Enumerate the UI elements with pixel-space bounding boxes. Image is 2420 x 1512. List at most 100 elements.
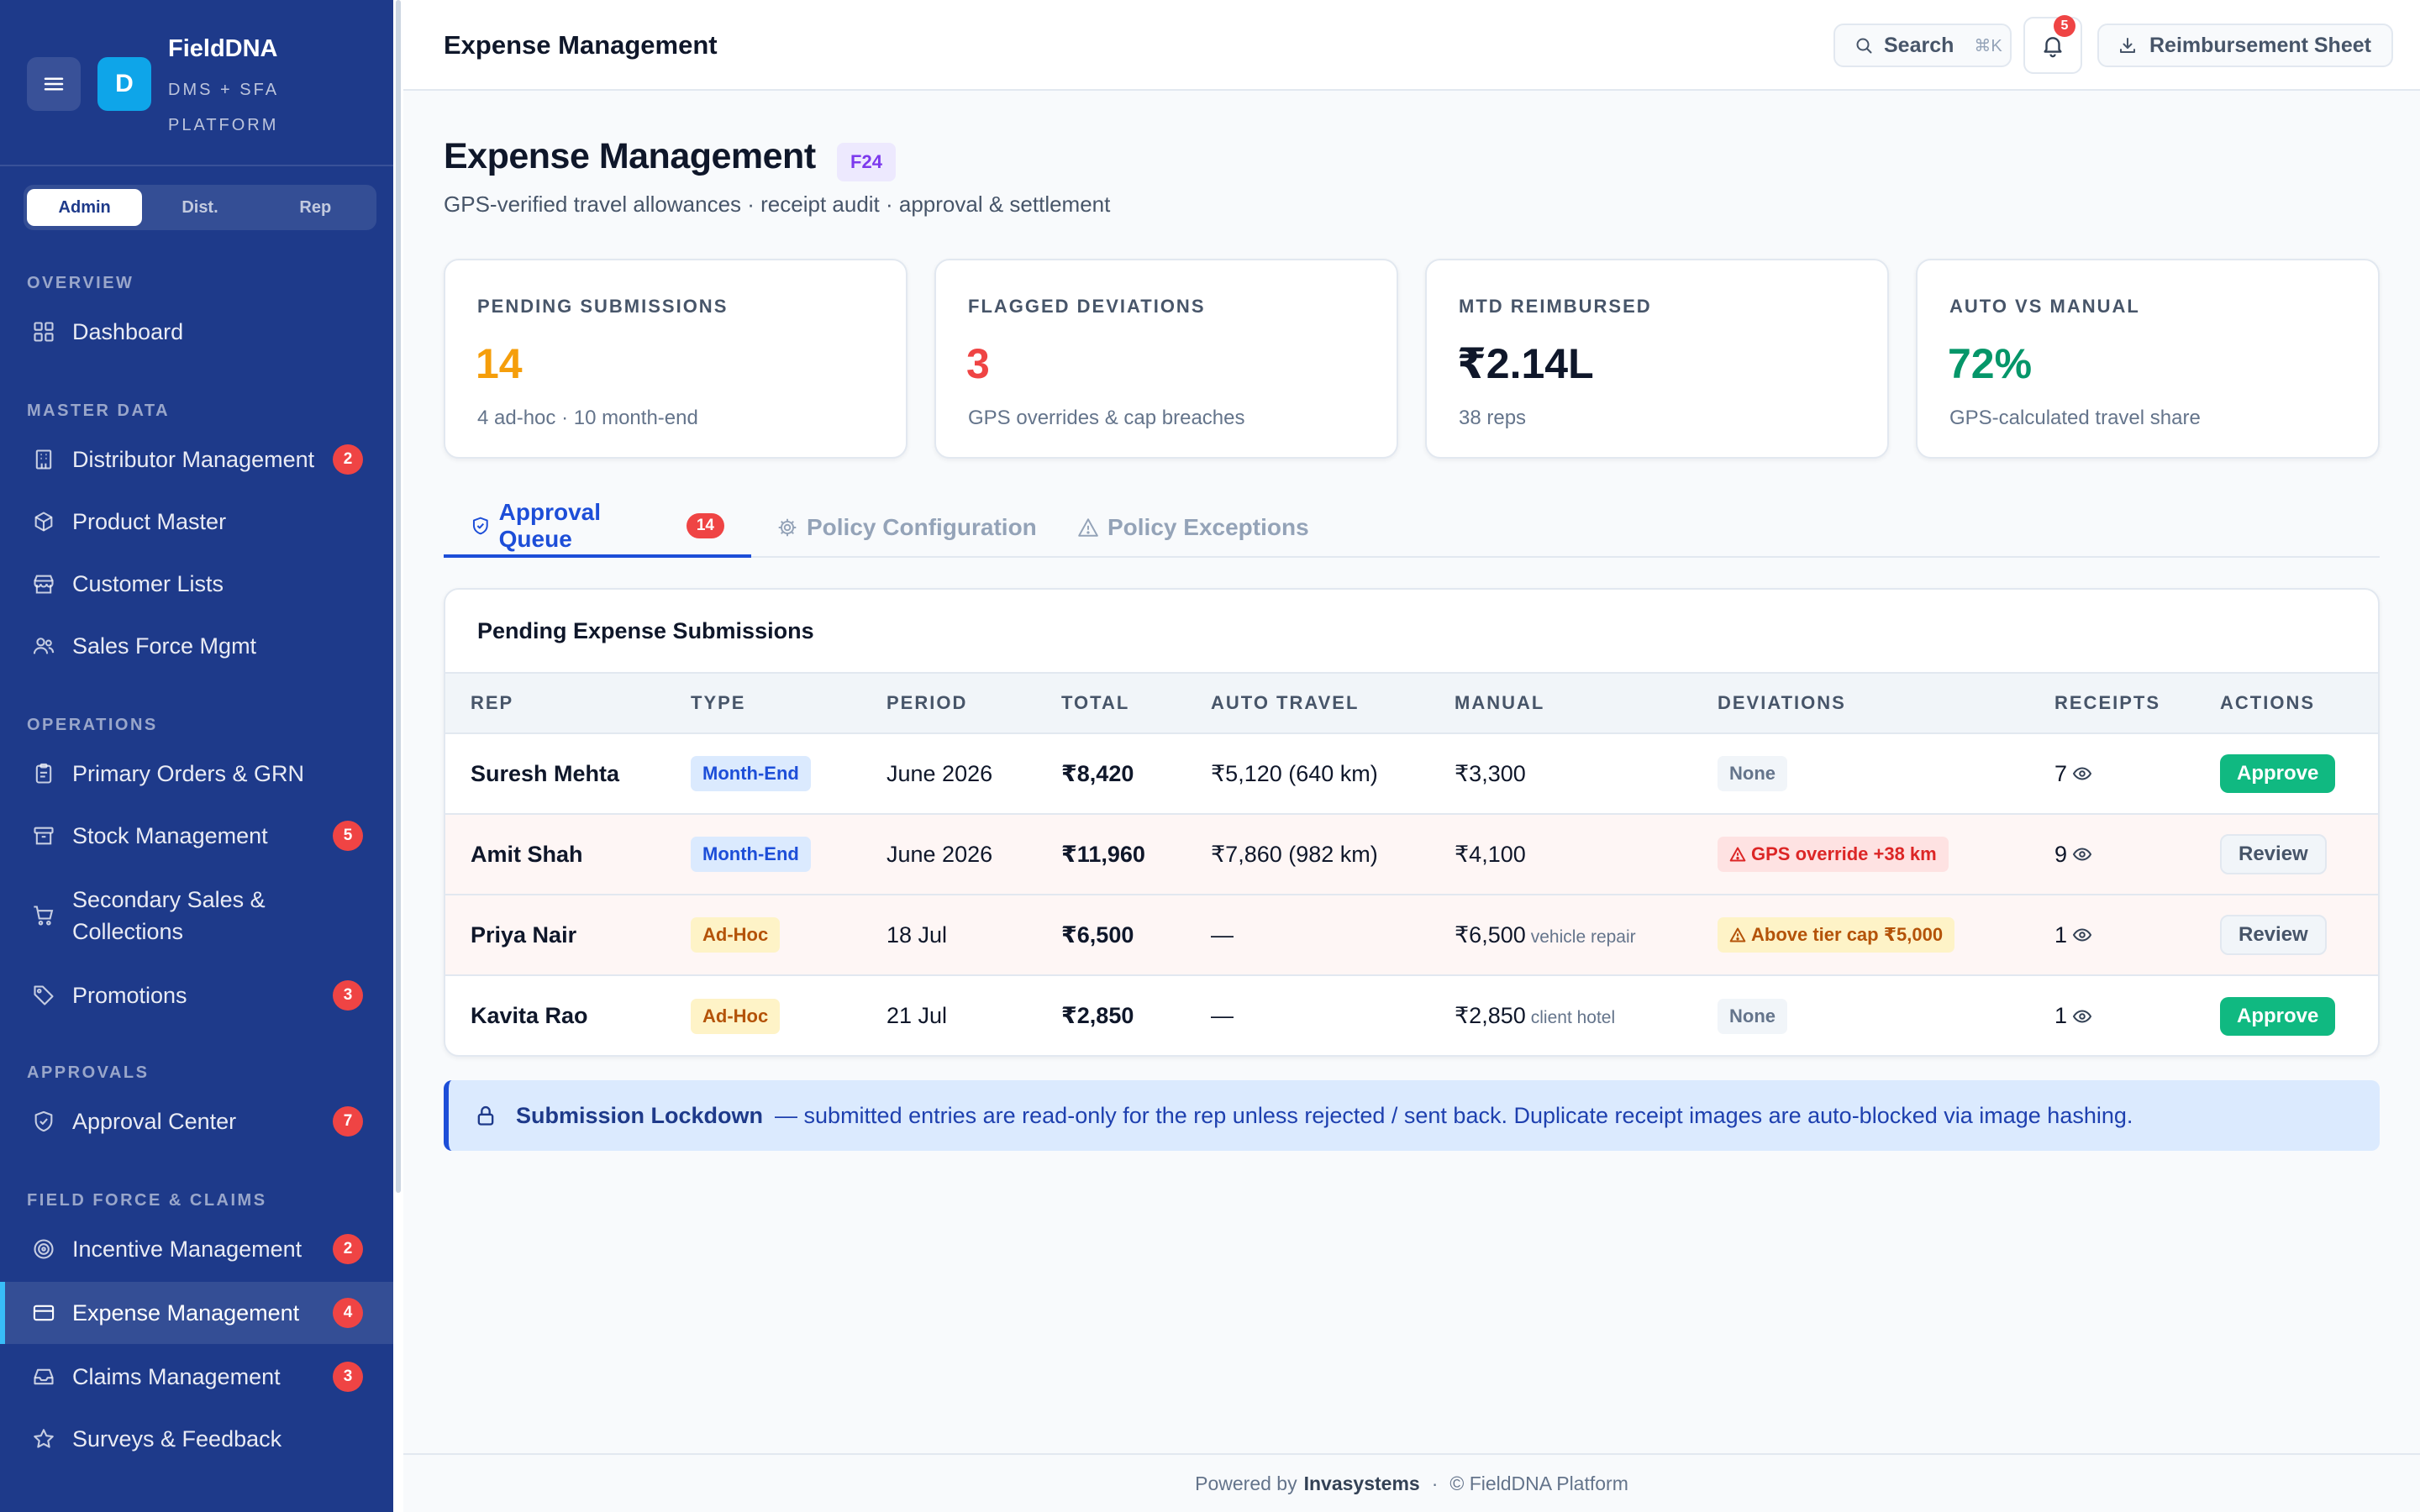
receipts-link[interactable]: 7 bbox=[2054, 761, 2092, 787]
sidebar-item-product-master[interactable]: Product Master bbox=[0, 491, 393, 553]
receipts-link[interactable]: 1 bbox=[2054, 922, 2092, 948]
scrollbar-thumb[interactable] bbox=[396, 0, 401, 1193]
rep-name: Suresh Mehta bbox=[445, 733, 666, 815]
brand-name: FieldDNA bbox=[168, 35, 278, 62]
target-icon bbox=[30, 1236, 57, 1263]
manual-note: vehicle repair bbox=[1530, 927, 1636, 947]
sidebar-item-customer-lists[interactable]: Customer Lists bbox=[0, 553, 393, 615]
eye-icon bbox=[2072, 928, 2092, 942]
page-subtitle: GPS-verified travel allowances · receipt… bbox=[444, 192, 1111, 217]
column-header: AUTO TRAVEL bbox=[1186, 672, 1429, 734]
kpi-label: FLAGGED DEVIATIONS bbox=[968, 296, 1206, 317]
table-row[interactable]: Priya Nair Ad-Hoc 18 Jul ₹6,500 — ₹6,500… bbox=[445, 895, 2378, 976]
sidebar-item-label: Primary Orders & GRN bbox=[72, 761, 305, 786]
rep-name: Amit Shah bbox=[445, 814, 666, 895]
sidebar-item-promotions[interactable]: Promotions 3 bbox=[0, 964, 393, 1026]
nav-section-master-data: MASTER DATA bbox=[27, 402, 171, 420]
feature-code-badge: F24 bbox=[837, 143, 896, 181]
reimbursement-label: Reimbursement Sheet bbox=[2149, 33, 2371, 57]
type-badge: Month-End bbox=[691, 756, 811, 791]
sidebar-item-stock-management[interactable]: Stock Management 5 bbox=[0, 805, 393, 867]
column-header: TYPE bbox=[666, 672, 861, 734]
deviation-badge: Above tier cap ₹5,000 bbox=[1718, 917, 1955, 953]
deviation-cell: None bbox=[1692, 975, 2029, 1055]
total-cell: ₹6,500 bbox=[1036, 895, 1186, 976]
auto-travel-cell: — bbox=[1211, 1003, 1234, 1028]
period-cell: June 2026 bbox=[861, 814, 1036, 895]
notifications-button[interactable]: 5 bbox=[2023, 15, 2082, 74]
tab-approval-queue[interactable]: Approval Queue 14 bbox=[444, 497, 751, 558]
reimbursement-sheet-button[interactable]: Reimbursement Sheet bbox=[2097, 24, 2393, 67]
notification-count-badge: 5 bbox=[2054, 15, 2075, 37]
sidebar-item-label: Stock Management bbox=[72, 823, 268, 848]
sidebar-item-label: Dashboard bbox=[72, 319, 184, 344]
column-header: PERIOD bbox=[861, 672, 1036, 734]
type-cell: Month-End bbox=[666, 733, 861, 815]
footer-company: Invasystems bbox=[1303, 1472, 1420, 1494]
approve-button[interactable]: Approve bbox=[2220, 996, 2336, 1036]
receipt-count: 9 bbox=[2054, 841, 2068, 867]
table-row[interactable]: Kavita Rao Ad-Hoc 21 Jul ₹2,850 — ₹2,850… bbox=[445, 975, 2378, 1055]
page-title: Expense Management bbox=[444, 136, 816, 176]
count-badge: 3 bbox=[333, 980, 363, 1011]
sidebar-item-dashboard[interactable]: Dashboard bbox=[0, 301, 393, 363]
search-button[interactable]: Search ⌘K bbox=[1833, 24, 2012, 67]
tab-policy-exceptions[interactable]: Policy Exceptions bbox=[1077, 497, 1309, 558]
search-label: Search bbox=[1884, 33, 1954, 57]
count-badge: 3 bbox=[333, 1362, 363, 1392]
eye-icon bbox=[2072, 1009, 2092, 1023]
sidebar-item-incentive-management[interactable]: Incentive Management 2 bbox=[0, 1218, 393, 1280]
menu-toggle-button[interactable] bbox=[27, 57, 81, 111]
eye-icon bbox=[2072, 767, 2092, 780]
building-icon bbox=[30, 446, 57, 473]
sidebar-item-primary-orders[interactable]: Primary Orders & GRN bbox=[0, 743, 393, 805]
users-icon bbox=[30, 633, 57, 659]
kpi-subtext: GPS overrides & cap breaches bbox=[968, 407, 1245, 429]
period-cell: 18 Jul bbox=[861, 895, 1036, 976]
review-button[interactable]: Review bbox=[2220, 915, 2327, 955]
table-row[interactable]: Amit Shah Month-End June 2026 ₹11,960 ₹7… bbox=[445, 814, 2378, 895]
topbar-title: Expense Management bbox=[444, 30, 718, 60]
role-rep-button[interactable]: Rep bbox=[299, 197, 332, 217]
sidebar-item-secondary-sales[interactable]: Secondary Sales & Collections bbox=[0, 869, 393, 963]
credit-card-icon bbox=[30, 1299, 57, 1326]
clipboard-icon bbox=[30, 760, 57, 787]
sidebar-item-sales-force[interactable]: Sales Force Mgmt bbox=[0, 615, 393, 677]
search-shortcut: ⌘K bbox=[1974, 36, 2002, 55]
sidebar-item-approval-center[interactable]: Approval Center 7 bbox=[0, 1090, 393, 1152]
kpi-label: MTD REIMBURSED bbox=[1459, 296, 1652, 317]
table-row[interactable]: Suresh Mehta Month-End June 2026 ₹8,420 … bbox=[445, 733, 2378, 815]
sidebar-item-claims-management[interactable]: Claims Management 3 bbox=[0, 1346, 393, 1408]
hamburger-icon bbox=[44, 77, 64, 91]
tab-policy-configuration[interactable]: Policy Configuration bbox=[776, 497, 1037, 558]
approve-button[interactable]: Approve bbox=[2220, 754, 2336, 793]
role-admin-button[interactable]: Admin bbox=[27, 189, 143, 226]
footer-copyright: © FieldDNA Platform bbox=[1449, 1472, 1628, 1494]
sidebar-scrollbar[interactable] bbox=[393, 0, 403, 1512]
sidebar-item-label: Expense Management bbox=[72, 1300, 300, 1326]
deviation-cell: Above tier cap ₹5,000 bbox=[1692, 895, 2029, 976]
sidebar-item-label: Distributor Management bbox=[72, 447, 315, 472]
receipts-link[interactable]: 1 bbox=[2054, 1003, 2092, 1029]
type-badge: Ad-Hoc bbox=[691, 917, 781, 953]
card-title: Pending Expense Submissions bbox=[477, 618, 814, 643]
sidebar-item-expense-management[interactable]: Expense Management 4 bbox=[0, 1282, 393, 1344]
column-header: RECEIPTS bbox=[2029, 672, 2195, 734]
total-cell: ₹2,850 bbox=[1061, 1003, 1134, 1028]
role-distributor-button[interactable]: Dist. bbox=[182, 197, 218, 217]
nav-section-operations: OPERATIONS bbox=[27, 716, 158, 734]
manual-cell: ₹6,500 vehicle repair bbox=[1429, 895, 1692, 976]
review-button[interactable]: Review bbox=[2220, 834, 2327, 874]
type-cell: Month-End bbox=[666, 814, 861, 895]
receipts-link[interactable]: 9 bbox=[2054, 842, 2092, 868]
sidebar-item-surveys-feedback[interactable]: Surveys & Feedback bbox=[0, 1408, 393, 1470]
type-cell: Ad-Hoc bbox=[666, 975, 861, 1055]
manual-cell: ₹3,300 bbox=[1429, 733, 1692, 815]
eye-icon bbox=[2072, 848, 2092, 861]
deviation-cell: None bbox=[1692, 733, 2029, 815]
total-cell: ₹8,420 bbox=[1036, 733, 1186, 815]
receipts-cell: 7 bbox=[2029, 733, 2195, 815]
tab-count-badge: 14 bbox=[686, 513, 724, 538]
sidebar-item-distributor-management[interactable]: Distributor Management 2 bbox=[0, 428, 393, 491]
deviation-badge: None bbox=[1718, 998, 1787, 1034]
